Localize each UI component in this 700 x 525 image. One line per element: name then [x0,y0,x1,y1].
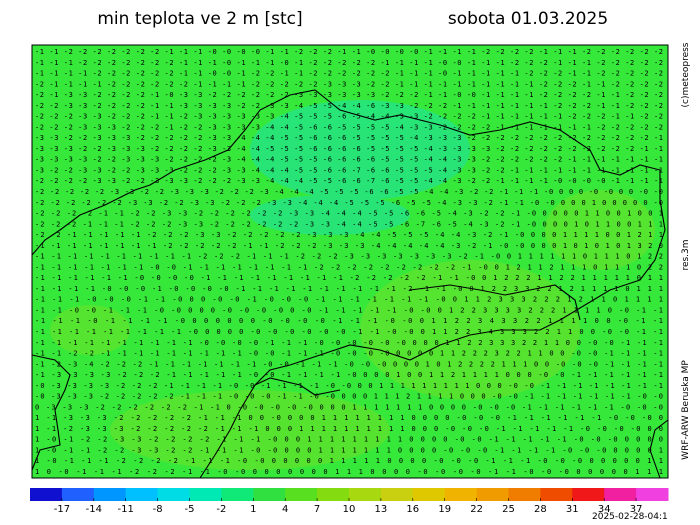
grid-row: -2 -2 -2 -1 -1 -1 -2 -2 -2 -3 -3 -2 -2 -… [35,220,663,228]
grid-row: -2 -1 -3 -3 -2 -2 -2 -2 -1 -0 -3 -3 -2 -… [35,91,663,99]
colorbar-swatch [125,488,159,501]
colorbar: -17 -14 -11 -8 -5 -2 1 4 7 10 13 16 19 22 25 28 31 34 37 [30,488,669,515]
colorbar-swatch [540,488,573,501]
colorbar-label: -17 [54,504,70,515]
grid-row: -2 -2 -2 -3 -3 -2 -2 -2 -1 -1 -2 -3 -3 -… [35,113,663,121]
grid-row: -1 -3 -3 -3 -3 -2 -2 -2 -1 -1 -1 -1 -1 -… [35,371,663,379]
colorbar-swatch [444,488,478,501]
colorbar-swatch [412,488,446,501]
colorbar-label: 22 [470,504,483,515]
grid-row: -1 -1 -0 -0 -1 -1 -1 -0 -0 0 0 0 -0 -0 -… [35,306,663,314]
colorbar-label: -2 [216,504,226,515]
value-grid: -1 -1 -2 -2 -2 -2 -2 -2 -2 -1 -1 -1 -0 -… [35,48,663,476]
colorbar-label: -8 [153,504,163,515]
colorbar-swatch [636,488,669,501]
grid-row: -1 -1 -1 -1 -0 -0 -0 -1 -0 -0 -0 -0 -1 -… [35,285,663,293]
grid-row: 1 0 -0 -1 -1 -1 -2 -2 -2 -1 -1 -0 -0 0 0… [35,468,663,476]
colorbar-swatch [508,488,541,501]
colorbar-swatch [476,488,509,501]
colorbar-label: 28 [534,504,547,515]
grid-row: 1 -1 -3 -3 -3 -2 -2 -2 -2 -2 -1 -1 -1 0 … [35,414,663,422]
colorbar-swatch [253,488,286,501]
grid-row: 1 -0 -1 -1 -1 -2 -2 -2 -2 -1 -1 -1 -0 -0… [35,457,663,465]
colorbar-swatch [604,488,637,501]
grid-row: -2 -2 -2 -2 -1 -1 -2 -2 -3 -3 -2 -2 -2 -… [35,210,663,218]
colorbar-swatch [93,488,127,501]
grid-row: -0 -3 -3 -3 -2 -2 -2 -2 -2 -1 -1 -1 -0 -… [35,393,663,401]
colorbar-swatch [380,488,414,501]
grid-row: -1 -1 -1 -1 -1 -1 -1 -1 -2 -2 -2 -2 -2 -… [35,242,663,250]
grid-row: -2 -2 -1 -1 -1 -1 -1 -2 -2 -2 -3 -3 -2 -… [35,231,663,239]
colorbar-swatch [317,488,350,501]
colorbar-label: 31 [566,504,579,515]
colorbar-label: -11 [118,504,134,515]
grid-row: -2 -2 -2 -2 -3 -3 -2 -2 -3 -3 -3 -2 -2 -… [35,177,663,185]
grid-row: -1 -1 -2 -2 -2 -2 -2 -2 -2 -1 -1 -1 -0 -… [35,48,663,56]
grid-row: 1 -1 -2 -3 -3 -3 -2 -2 -2 -2 -2 -1 -1 -1… [35,425,663,433]
colorbar-label: 4 [282,504,288,515]
grid-row: 1 -0 -1 -2 -2 -3 -3 -2 -2 -2 -2 -1 -1 -1… [35,436,663,444]
colorbar-swatch [61,488,95,501]
grid-row: -1 -1 -1 -2 -2 -2 -2 -2 -2 -2 -1 -1 -1 -… [35,59,663,67]
colorbar-swatch [349,488,382,501]
colorbar-label: 34 [598,504,611,515]
colorbar-label: -5 [185,504,195,515]
colorbar-label: 1 [250,504,256,515]
grid-row: -2 -2 -2 -2 -2 -3 -3 -2 -2 -3 -3 -3 -2 -… [35,188,663,196]
grid-row: 1 -0 -1 -1 -2 -2 -3 -3 -2 -2 -1 -1 -1 -0… [35,446,663,454]
colorbar-swatch [30,488,63,501]
colorbar-label: 10 [343,504,356,515]
grid-row: -0 -3 -3 -3 -3 -2 -2 -2 -1 -1 -1 -1 -0 -… [35,382,663,390]
warm-patches [50,190,655,470]
grid-row: -1 -1 -1 -1 -1 -1 -1 -1 -1 -1 -0 -0 -0 -… [35,339,663,347]
colorbar-swatch [285,488,318,501]
grid-row: -1 -1 -1 -1 -2 -2 -2 -2 -2 -2 -1 -1 -0 -… [35,70,663,78]
title: min teplota ve 2 m [stc] [97,9,302,29]
grid-row: -1 -1 -1 -1 -1 -1 -1 -0 -0 -1 -1 -1 -1 -… [35,263,663,271]
grid-row: -1 -2 -3 -4 -2 -2 -2 -1 -1 -1 -1 -1 -1 -… [35,360,663,368]
colorbar-swatch [189,488,222,501]
colorbar-label: 25 [502,504,515,515]
cold-patches [250,100,470,235]
timestamp: 2025-02-28-04:1 [592,512,668,522]
colorbar-label: 16 [406,504,419,515]
date: sobota 01.03.2025 [448,9,608,29]
model-label: WRF-ARW Beruska MP [681,360,691,460]
colorbar-swatch [157,488,190,501]
grid-row: -1 -1 -1 -0 -1 -1 -1 -1 -0 0 0 0 0 0 0 -… [35,317,663,325]
colorbar-label: 19 [438,504,451,515]
grid-row: -2 -1 -1 -1 -1 -2 -2 -2 -2 -2 -2 -1 -1 -… [35,80,663,88]
grid-row: -2 -2 -2 -2 -2 -2 -3 -3 -2 -2 -3 -3 -2 -… [35,199,663,207]
grid-row: -1 -1 -2 -2 -1 -1 -1 -1 -1 -1 -1 -1 -1 -… [35,350,663,358]
grid-row: 0 -3 -3 -3 -2 -2 -2 -2 -2 -2 -1 -1 0 -0 … [35,403,663,411]
grid-row: -3 -2 -2 -3 -3 -2 -2 -3 -3 -3 -2 -2 -2 -… [35,166,663,174]
grid-row: -2 -2 -2 -3 -3 -3 -2 -2 -2 -1 -2 -2 -3 -… [35,123,663,131]
colorbar-label: 13 [375,504,388,515]
grid-row: -1 -1 -1 -1 -1 -1 -1 -1 -1 -0 0 0 0 0 -0… [35,328,663,336]
colorbar-label: -14 [86,504,102,515]
grid-row: -3 -3 -3 -2 -2 -3 -3 -3 -2 -2 -2 -2 -3 -… [35,145,663,153]
grid-row: -3 -3 -2 -2 -3 -3 -3 -2 -2 -2 -2 -2 -3 -… [35,134,663,142]
colorbar-swatch [221,488,254,501]
borders [31,89,669,479]
grid-row: -1 -1 -1 -1 -1 -1 -1 -1 -1 -1 -2 -2 -2 -… [35,253,663,261]
grid-row: -2 -2 -3 -3 -2 -2 -2 -2 -1 -1 -3 -3 -3 -… [35,102,663,110]
resolution: res.3m [681,239,691,270]
grid-row: -3 -3 -3 -3 -2 -2 -3 -3 -3 -2 -2 -2 -2 -… [35,156,663,164]
grid-row: -1 -1 -1 -1 -1 -1 -0 -0 -0 -0 -1 -1 -1 -… [35,274,663,282]
colorbar-swatch [572,488,605,501]
copyright: (c)meteopress [681,42,691,107]
colorbar-label: 7 [314,504,320,515]
colorbar-label: 37 [630,504,643,515]
grid-row: -1 -1 -1 -0 -0 -0 -1 -1 -0 0 0 -0 -0 -1 … [35,296,663,304]
